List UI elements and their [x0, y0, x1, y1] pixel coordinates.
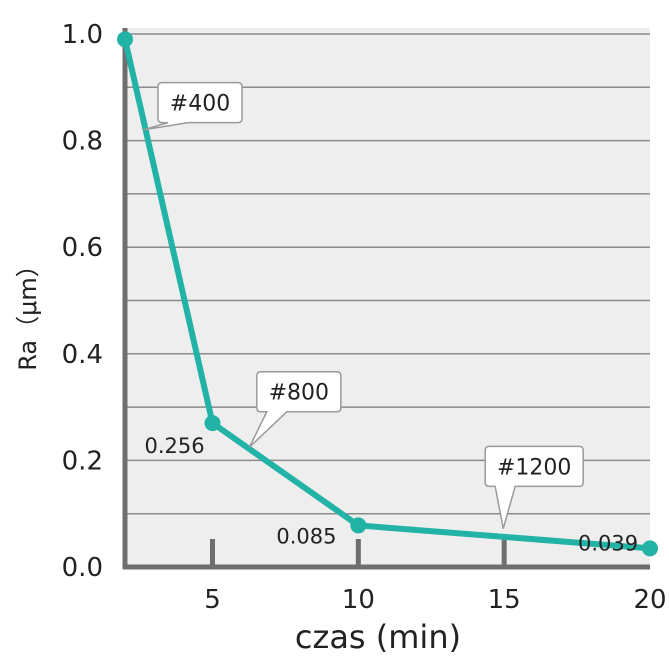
- data-value-label: 0.039: [578, 531, 638, 555]
- data-value-label: 0.256: [145, 434, 205, 458]
- y-tick-label: 0.4: [62, 340, 103, 370]
- callout-label: #800: [269, 381, 329, 406]
- data-point: [205, 415, 221, 431]
- data-point: [642, 540, 658, 556]
- data-point: [117, 31, 133, 47]
- callout-label: #1200: [497, 455, 571, 480]
- x-tick-label: 20: [633, 585, 666, 615]
- y-tick-label: 0.2: [62, 446, 103, 476]
- data-point: [350, 517, 366, 533]
- y-tick-label: 1.0: [62, 20, 103, 50]
- data-value-label: 0.085: [276, 524, 336, 548]
- y-axis-title: Ra（μm）: [14, 253, 42, 371]
- y-tick-label: 0.6: [62, 233, 103, 263]
- x-axis-title: czas (min): [295, 618, 461, 656]
- callout-label: #400: [170, 92, 230, 117]
- y-tick-label: 0.8: [62, 127, 103, 157]
- x-tick-label: 10: [342, 585, 375, 615]
- x-tick-label: 5: [204, 585, 221, 615]
- y-tick-label: 0.0: [62, 553, 103, 583]
- x-tick-label: 15: [488, 585, 521, 615]
